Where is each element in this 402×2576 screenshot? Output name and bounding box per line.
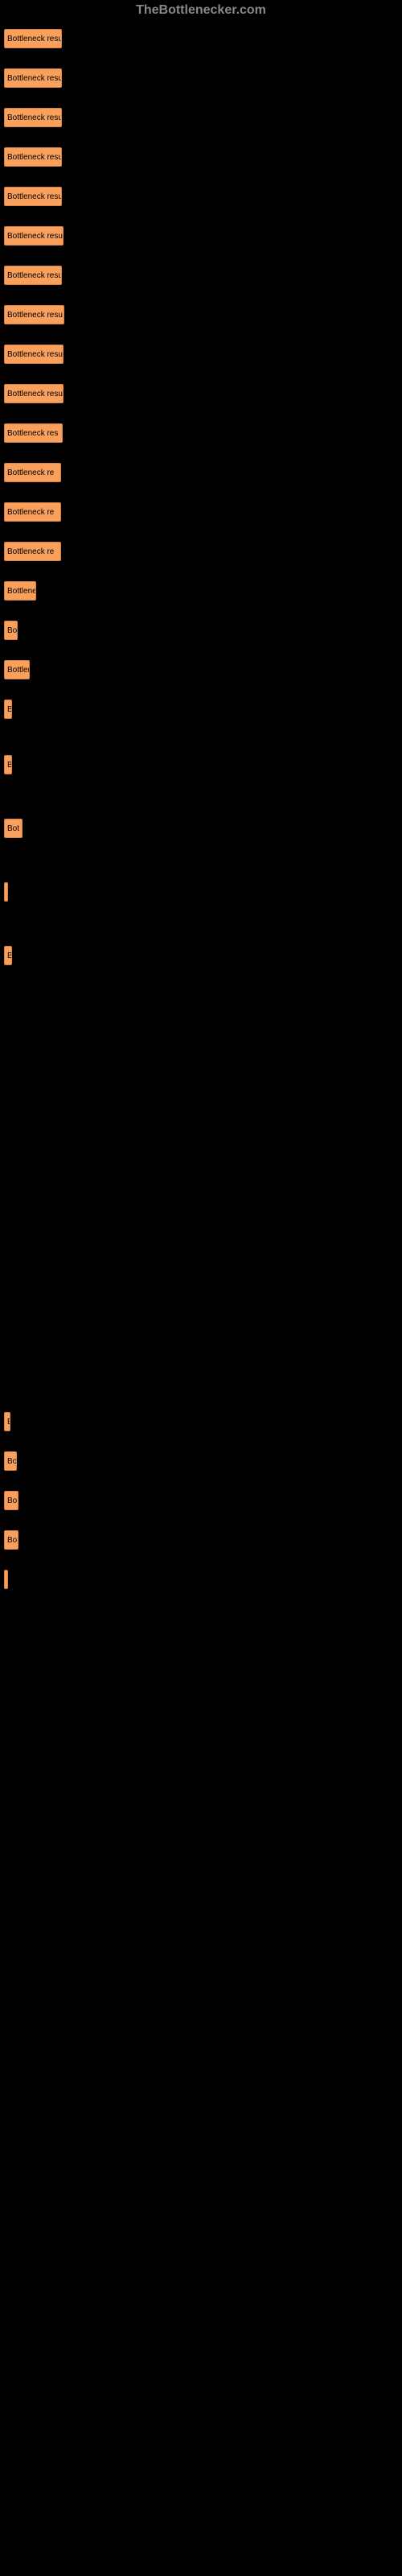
bar-label: Bottleneck resu — [7, 153, 62, 162]
bar-label: Bo — [7, 626, 17, 635]
bar-item: Bottleneck resu — [4, 147, 62, 167]
bar-item: Bottleneck re — [4, 502, 61, 522]
bar-label: B — [7, 952, 12, 960]
bar-label: Bottleneck resu — [7, 390, 63, 398]
bar-label: Bottleneck resu — [7, 192, 62, 201]
bar-item: Bottleneck resu — [4, 345, 64, 364]
bar-label: Bottleneck re — [7, 469, 54, 477]
bar-label: Bottleneck re — [7, 508, 54, 517]
bar-label: Bo — [7, 1536, 17, 1545]
bar-label: B — [7, 761, 12, 770]
bar-item: Bottleneck resu — [4, 266, 62, 285]
bar-item: Bo — [4, 1491, 18, 1510]
bar-item: Bottleneck result — [4, 29, 62, 48]
bar-label: Bottleneck result — [7, 74, 62, 83]
bar-item: Bottleneck resu — [4, 384, 64, 403]
bar-item: B — [4, 1412, 10, 1431]
bar-item: Bottlene — [4, 581, 36, 601]
bar-label: Bo — [7, 1496, 17, 1505]
bar-label: Bo — [7, 1457, 17, 1466]
bar-label: Bottleneck resu — [7, 114, 62, 122]
bar-item: Bottleneck resu — [4, 226, 64, 246]
bar-item: Bottleneck re — [4, 542, 61, 561]
bar-item: Bot — [4, 819, 23, 838]
bar-item: B — [4, 700, 12, 719]
bar-item: Bottleneck resu — [4, 187, 62, 206]
bar-item: Bottleneck result — [4, 68, 62, 88]
bar-label: B — [7, 1418, 10, 1426]
bar-label: Bottleneck result — [7, 35, 62, 43]
bar-item: Bo — [4, 621, 18, 640]
bar-label: Bottleneck res — [7, 429, 58, 438]
bar-label: Bottleneck re — [7, 547, 54, 556]
bar-item: Bo — [4, 1451, 17, 1471]
bar-item: Bottleneck re — [4, 463, 61, 482]
bar-item: Bottleneck resu — [4, 305, 64, 324]
bar-label: B — [7, 705, 12, 714]
bar-item — [4, 882, 8, 902]
header-text: TheBottlenecker.com — [0, 0, 402, 21]
bar-item: Bottleneck resu — [4, 108, 62, 127]
bar-label: Bottleneck resu — [7, 271, 62, 280]
bar-item: Bottler — [4, 660, 30, 679]
bar-item — [4, 1570, 8, 1589]
bar-item: Bo — [4, 1530, 18, 1550]
bar-label: Bottleneck resu — [7, 311, 63, 320]
bar-label: Bot — [7, 824, 19, 833]
bar-label: Bottleneck resu — [7, 350, 63, 359]
bars-container: Bottleneck result Bottleneck result Bottle… — [0, 21, 402, 1617]
bar-label: Bottleneck resu — [7, 232, 63, 241]
bar-label: Bottlene — [7, 587, 36, 596]
bar-item: B — [4, 946, 12, 965]
bar-label: Bottler — [7, 666, 30, 675]
bar-item: Bottleneck res — [4, 423, 63, 443]
bar-item: B — [4, 755, 12, 774]
